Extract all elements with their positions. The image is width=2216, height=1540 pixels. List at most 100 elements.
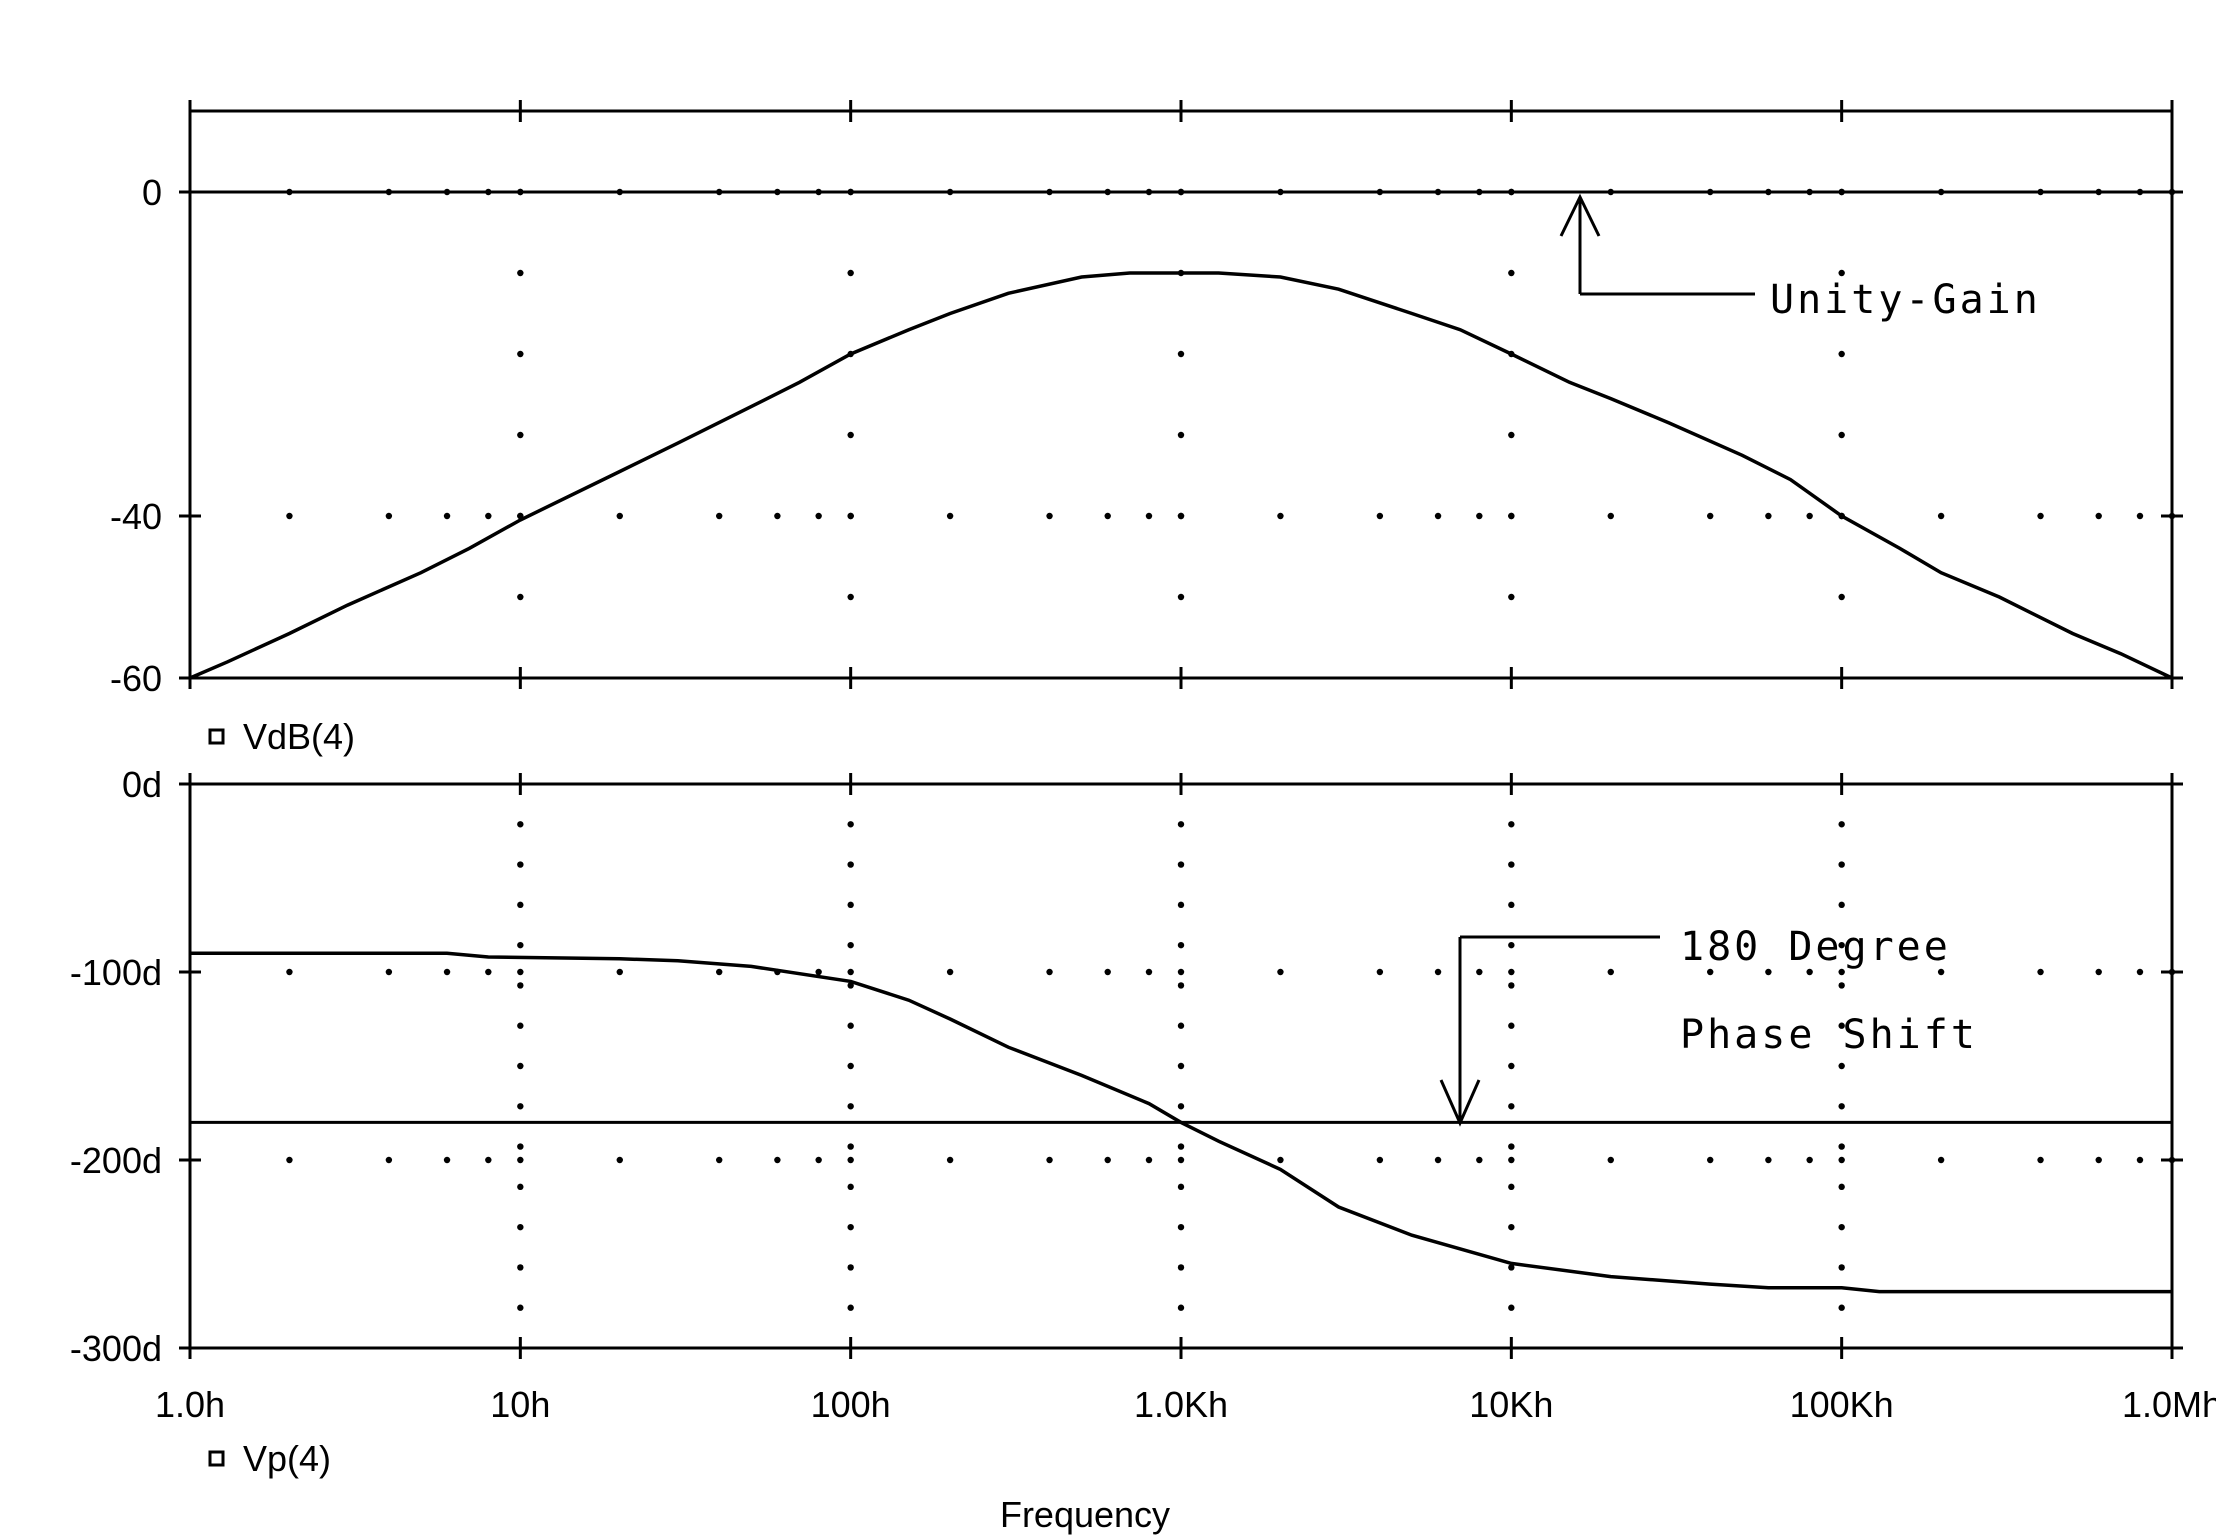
grid-dot xyxy=(1707,968,1714,976)
grid-dot xyxy=(517,1304,524,1311)
grid-dot xyxy=(517,982,524,989)
grid-dot xyxy=(1838,968,1845,976)
grid-dot xyxy=(1177,431,1185,439)
grid-dot xyxy=(1177,821,1185,828)
y-tick-label: -200d xyxy=(70,1140,162,1181)
grid-dot xyxy=(847,593,854,601)
grid-dot xyxy=(847,1103,854,1110)
legend-vdb: VdB(4) xyxy=(208,716,355,757)
grid-dot xyxy=(1607,968,1614,976)
grid-dot xyxy=(1508,1156,1515,1164)
grid-dot xyxy=(616,512,623,520)
legend-vdb-label: VdB(4) xyxy=(243,716,355,757)
grid-dot xyxy=(1177,1103,1185,1110)
grid-dot xyxy=(1838,1264,1845,1271)
grid-dot xyxy=(517,861,524,868)
grid-dot xyxy=(2168,512,2176,520)
grid-dot xyxy=(517,941,524,949)
grid-dot xyxy=(1177,968,1185,976)
grid-dot xyxy=(1046,968,1053,976)
grid-dot xyxy=(1508,982,1515,989)
grid-dot xyxy=(1508,593,1515,601)
grid-dot xyxy=(847,861,854,868)
grid-dot xyxy=(1177,350,1185,358)
grid-dot xyxy=(1806,1156,1813,1164)
grid-dot xyxy=(1046,512,1053,520)
grid-dot xyxy=(2136,1156,2144,1164)
grid-dot xyxy=(1508,861,1515,868)
grid-dot xyxy=(1838,1183,1845,1191)
grid-dot xyxy=(286,1156,293,1164)
grid-dot xyxy=(1607,512,1614,520)
grid-dot xyxy=(2136,968,2144,976)
grid-dot xyxy=(716,1156,723,1164)
grid-dot xyxy=(1765,512,1772,520)
phase-label-line1: 180 Degree xyxy=(1680,924,1951,970)
unity-gain-arrow-head xyxy=(1559,193,1601,237)
grid-dot xyxy=(517,1264,524,1271)
grid-dot xyxy=(1177,1304,1185,1311)
grid-dot xyxy=(1508,941,1515,949)
x-tick-label: 1.0h xyxy=(155,1384,225,1425)
magnitude-panel: 0 -40 -60 xyxy=(110,100,2183,699)
grid-dot xyxy=(716,512,723,520)
grid-dot xyxy=(847,1304,854,1311)
y-tick-label: 0d xyxy=(122,764,162,805)
grid-dot xyxy=(1177,861,1185,868)
grid-dot xyxy=(1434,1156,1442,1164)
grid-dot xyxy=(616,1156,623,1164)
grid-dot xyxy=(1277,1156,1284,1164)
grid-dot xyxy=(1508,1103,1515,1110)
grid-dot xyxy=(1806,512,1813,520)
grid-dot xyxy=(1376,968,1384,976)
y-tick-label: -60 xyxy=(110,658,162,699)
grid-dot xyxy=(1104,1156,1111,1164)
grid-dot xyxy=(517,269,524,277)
grid-dot xyxy=(1177,901,1185,909)
grid-dot xyxy=(485,512,492,520)
grid-dot xyxy=(1508,1223,1515,1231)
legend-vdb-marker xyxy=(208,728,225,745)
grid-dot xyxy=(1177,1062,1185,1070)
phase-label-line2: Phase Shift xyxy=(1680,1012,1978,1058)
grid-dot xyxy=(847,1062,854,1070)
grid-dot xyxy=(1376,1156,1384,1164)
grid-dot xyxy=(517,1183,524,1191)
legend-vp: Vp(4) xyxy=(208,1438,331,1479)
grid-dot xyxy=(286,968,293,976)
grid-dot xyxy=(1838,1103,1845,1110)
grid-dot xyxy=(2095,968,2102,976)
grid-dot xyxy=(1838,1062,1845,1070)
grid-dot xyxy=(1607,1156,1614,1164)
grid-dot xyxy=(1177,1143,1185,1150)
grid-dot xyxy=(1838,350,1845,358)
grid-dot xyxy=(517,968,524,976)
x-tick-label: 100h xyxy=(811,1384,891,1425)
grid-dot xyxy=(1838,593,1845,601)
series-line-vdb-4- xyxy=(189,271,2173,680)
grid-dot xyxy=(847,1264,854,1271)
x-tick-label: 1.0Mh xyxy=(2122,1384,2216,1425)
grid-dot xyxy=(1806,968,1813,976)
grid-dot xyxy=(517,901,524,909)
grid-dot xyxy=(485,1156,492,1164)
plot-frame xyxy=(188,109,2174,680)
x-tick-label: 10Kh xyxy=(1469,1384,1553,1425)
grid-dot xyxy=(1277,968,1284,976)
grid-dot xyxy=(1177,941,1185,949)
grid-dot xyxy=(1838,1143,1845,1150)
grid-dot xyxy=(847,269,854,277)
grid-dot xyxy=(1707,1156,1714,1164)
x-tick-label: 10h xyxy=(490,1384,550,1425)
grid-dot xyxy=(946,512,954,520)
grid-dot xyxy=(286,512,293,520)
phase-shift-annotation: 180 Degree Phase Shift xyxy=(1439,924,1978,1127)
grid-dot xyxy=(1508,269,1515,277)
grid-dot xyxy=(815,1156,822,1164)
x-tick-label: 100Kh xyxy=(1790,1384,1894,1425)
grid-dot xyxy=(517,1103,524,1110)
grid-dot xyxy=(1508,431,1515,439)
grid-dot xyxy=(443,512,451,520)
grid-dot xyxy=(1145,512,1153,520)
